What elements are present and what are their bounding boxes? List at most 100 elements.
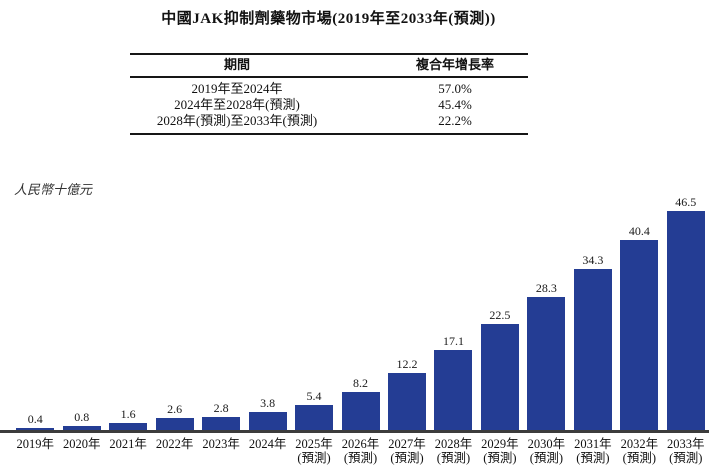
year-label: 2030年 <box>527 437 566 451</box>
forecast-label: (預測) <box>576 451 610 465</box>
cagr-cell: 22.2% <box>438 113 472 128</box>
table-row: 2019年至2024年 57.0% <box>130 81 528 97</box>
year-label: 2021年 <box>109 437 147 451</box>
year-label: 2031年 <box>574 437 612 451</box>
forecast-label: (預測) <box>622 451 656 465</box>
header-section: 中國JAK抑制劑藥物市場(2019年至2033年(預測)) 期間 複合年增長率 … <box>0 0 709 135</box>
chart-plot-area: 0.4 0.8 1.6 2.6 2.8 3.8 5.4 8.2 12.2 17.1 22.5 28.3… <box>0 195 709 433</box>
bar-column: 3.8 <box>244 396 290 430</box>
year-label: 2026年 <box>341 437 380 451</box>
x-axis: 2019年 2020年 2021年 2022年 2023年 2024年 2025年 (預測) 2… <box>0 433 709 465</box>
bar <box>16 428 55 430</box>
bar-column: 34.3 <box>570 253 616 430</box>
cagr-table-body: 2019年至2024年 57.0% 2024年至2028年(預測) 45.4% … <box>130 78 528 133</box>
bar-value-label: 3.8 <box>260 396 276 411</box>
bar-value-label: 2.6 <box>167 401 183 416</box>
forecast-label: (預測) <box>483 451 517 465</box>
x-axis-label: 2024年 <box>244 437 290 465</box>
bar-value-label: 46.5 <box>675 195 697 210</box>
bar-value-label: 0.4 <box>27 412 43 427</box>
bar <box>573 268 612 430</box>
bar <box>155 417 194 430</box>
bar-column: 46.5 <box>663 195 709 430</box>
period-cell: 2028年(預測)至2033年(預測) <box>156 113 318 128</box>
forecast-label: (預測) <box>669 451 703 465</box>
forecast-label: (預測) <box>297 451 331 465</box>
bar-value-label: 12.2 <box>396 356 418 371</box>
bar <box>434 349 473 430</box>
bar <box>341 391 380 430</box>
bar-value-label: 0.8 <box>74 410 90 425</box>
table-row: 2028年(預測)至2033年(預測) 22.2% <box>130 113 528 129</box>
bar-column: 22.5 <box>477 308 523 430</box>
x-axis-label: 2029年 (預測) <box>477 437 523 465</box>
year-label: 2023年 <box>202 437 240 451</box>
page-title: 中國JAK抑制劑藥物市場(2019年至2033年(預測)) <box>161 11 496 27</box>
bar-column: 28.3 <box>523 281 569 430</box>
bar-value-label: 40.4 <box>628 224 650 239</box>
x-axis-label: 2025年 (預測) <box>291 437 337 465</box>
forecast-label: (預測) <box>343 451 378 465</box>
x-axis-label: 2033年 (預測) <box>663 437 709 465</box>
forecast-label: (預測) <box>529 451 564 465</box>
forecast-label: (預測) <box>390 451 424 465</box>
bar-column: 0.8 <box>58 410 104 430</box>
bar-column: 2.6 <box>151 402 197 430</box>
x-axis-label: 2026年 (預測) <box>337 437 383 465</box>
year-label: 2033年 <box>667 437 705 451</box>
cagr-cell: 45.4% <box>438 97 472 112</box>
cagr-table-header-period: 期間 <box>223 57 250 72</box>
y-axis-unit-label: 人民幣十億元 <box>14 182 93 197</box>
bar-value-label: 17.1 <box>442 333 464 348</box>
forecast-label: (預測) <box>436 451 471 465</box>
bar-value-label: 5.4 <box>306 388 322 403</box>
bar <box>666 211 705 430</box>
x-axis-label: 2030年 (預測) <box>523 437 569 465</box>
bar-column: 5.4 <box>291 389 337 430</box>
year-label: 2028年 <box>434 437 473 451</box>
bar <box>480 324 519 430</box>
bar <box>248 412 287 430</box>
bar-value-label: 2.8 <box>213 400 229 415</box>
bar-column: 17.1 <box>430 334 476 430</box>
bar <box>527 297 566 430</box>
table-row: 2024年至2028年(預測) 45.4% <box>130 97 528 113</box>
bar <box>202 416 241 430</box>
year-label: 2020年 <box>62 437 101 451</box>
bar <box>620 240 659 430</box>
x-axis-label: 2023年 <box>198 437 244 465</box>
bar-column: 2.8 <box>198 401 244 430</box>
bar-column: 0.4 <box>12 412 58 430</box>
bar <box>109 422 148 430</box>
cagr-table: 期間 複合年增長率 2019年至2024年 57.0% 2024年至2028年(… <box>129 53 528 135</box>
year-label: 2029年 <box>481 437 519 451</box>
year-label: 2032年 <box>620 437 659 451</box>
bar <box>387 372 426 430</box>
x-axis-label: 2021年 <box>105 437 151 465</box>
x-axis-label: 2019年 <box>12 437 58 465</box>
year-label: 2025年 <box>295 437 333 451</box>
period-cell: 2019年至2024年 <box>191 81 283 96</box>
bar-column: 8.2 <box>337 375 383 430</box>
year-label: 2022年 <box>155 437 194 451</box>
bar-value-label: 22.5 <box>489 308 511 323</box>
x-axis-label: 2028年 (預測) <box>430 437 476 465</box>
x-axis-label: 2032年 (預測) <box>616 437 662 465</box>
bar-value-label: 8.2 <box>353 375 369 390</box>
bar <box>62 426 101 430</box>
x-axis-label: 2020年 <box>58 437 104 465</box>
bar-column: 40.4 <box>616 224 662 430</box>
bar-value-label: 34.3 <box>582 252 604 267</box>
bar <box>295 404 334 430</box>
bar-value-label: 28.3 <box>535 281 557 295</box>
cagr-table-header-row: 期間 複合年增長率 <box>129 55 528 78</box>
year-label: 2027年 <box>388 437 426 451</box>
period-cell: 2024年至2028年(預測) <box>174 97 300 112</box>
bar-column: 12.2 <box>384 357 430 430</box>
year-label: 2019年 <box>16 437 54 451</box>
year-label: 2024年 <box>248 437 287 451</box>
cagr-table-header-cagr: 複合年增長率 <box>415 57 494 72</box>
bar-column: 1.6 <box>105 407 151 430</box>
x-axis-label: 2031年 (預測) <box>570 437 616 465</box>
x-axis-label: 2022年 <box>151 437 197 465</box>
